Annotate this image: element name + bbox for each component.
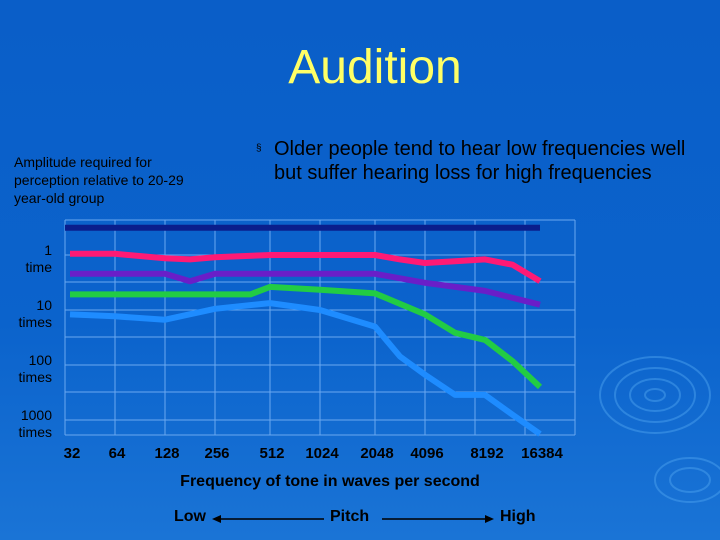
x-tick-label: 256: [204, 445, 229, 462]
y-tick-labels: 1 time 10 times 100 times 1000 times: [19, 242, 53, 440]
pitch-axis: Low Pitch High: [0, 508, 720, 532]
right-arrow-icon: [382, 515, 494, 523]
left-arrow-icon: [212, 515, 324, 523]
pitch-low-label: Low: [174, 508, 206, 525]
y-tick-label: 10 times: [19, 297, 53, 330]
bullet-text: Older people tend to hear low frequencie…: [274, 138, 686, 184]
x-tick-label: 64: [109, 445, 126, 462]
x-tick-labels: 32 64 128 256 512 1024 2048 4096 8192 16384: [64, 445, 564, 462]
y-tick-label: 1000 times: [19, 407, 53, 440]
pitch-high-label: High: [500, 508, 536, 525]
x-tick-label: 4096: [410, 445, 443, 462]
series-line-5: [69, 300, 542, 437]
series-lines: [65, 224, 543, 437]
slide-title: Audition: [288, 41, 462, 94]
series-line-2: [70, 250, 542, 284]
y-axis-caption: Amplitude required for perception relati…: [14, 154, 184, 206]
x-axis-caption: Frequency of tone in waves per second: [180, 473, 480, 490]
x-tick-label: 32: [64, 445, 81, 462]
x-tick-label: 2048: [360, 445, 393, 462]
series-line-3: [70, 270, 541, 308]
x-tick-label: 128: [154, 445, 179, 462]
x-tick-label: 512: [259, 445, 284, 462]
pitch-mid-label: Pitch: [330, 508, 370, 525]
y-tick-label: 100 times: [19, 352, 53, 385]
x-tick-label: 1024: [305, 445, 339, 462]
x-tick-label: 8192: [470, 445, 503, 462]
series-line-4: [70, 283, 543, 390]
bullet-marker: §: [256, 143, 262, 154]
x-tick-label: 16384: [521, 445, 563, 462]
y-tick-label: 1 time: [26, 242, 53, 275]
